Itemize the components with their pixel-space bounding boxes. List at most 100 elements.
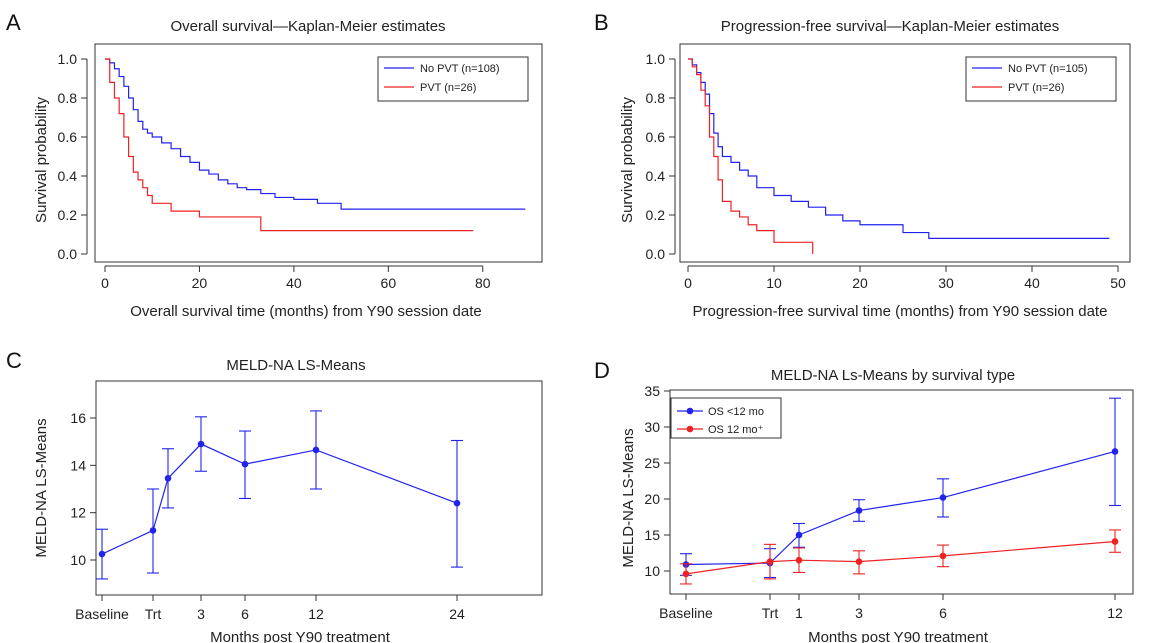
x-tick-label: 3 — [197, 606, 205, 622]
y-tick-label: 15 — [644, 527, 660, 543]
x-tick-label: 40 — [1024, 275, 1040, 291]
y-tick-label: 0.0 — [646, 246, 666, 262]
panel-a-series — [105, 58, 526, 232]
panel-c-x-axis-label: Months post Y90 treatment — [210, 629, 391, 643]
y-tick-label: 0.4 — [58, 168, 78, 184]
y-tick-label: 0.2 — [58, 207, 78, 223]
mean-point — [453, 499, 461, 507]
y-tick-label: 0.0 — [58, 246, 78, 262]
x-tick-label: Trt — [145, 606, 162, 622]
y-tick-label: 20 — [644, 491, 660, 507]
x-tick-label: 10 — [766, 275, 782, 291]
y-tick-label: 0.6 — [58, 129, 78, 145]
legend-entry-label: No PVT (n=105) — [1008, 63, 1088, 75]
x-tick-label: 12 — [308, 606, 324, 622]
panel-b-legend: No PVT (n=105) PVT (n=26) — [965, 56, 1117, 102]
panel-a-x-axis-label: Overall survival time (months) from Y90 … — [130, 303, 482, 320]
x-tick-label: Baseline — [659, 605, 713, 621]
panel-c: C MELD-NA LS-Means Months post Y90 treat… — [6, 348, 543, 643]
panel-d-title: MELD-NA Ls-Means by survival type — [771, 367, 1015, 384]
y-tick-label: 1.0 — [58, 51, 78, 67]
mean-point — [795, 531, 803, 539]
mean-point — [241, 460, 249, 468]
panel-b-title: Progression-free survival—Kaplan-Meier e… — [721, 18, 1059, 35]
x-tick-label: 30 — [938, 275, 954, 291]
panel-d-axes: 10 15 20 25 30 35 Baseline Trt 1 3 6 12 — [644, 383, 1134, 621]
x-tick-label: 6 — [939, 605, 947, 621]
panel-d: D MELD-NA Ls-Means by survival type Mont… — [594, 358, 1134, 643]
legend-entry-label: OS 12 mo⁺ — [708, 424, 764, 436]
mean-point — [795, 556, 803, 564]
mean-point — [1111, 538, 1119, 545]
x-tick-label: 24 — [449, 606, 465, 622]
mean-point — [197, 440, 205, 448]
y-tick-label: 0.8 — [58, 90, 78, 106]
panel-a-letter: A — [6, 10, 21, 35]
y-tick-label: 0.8 — [646, 90, 666, 106]
legend-marker — [686, 425, 694, 433]
panel-c-series — [96, 410, 463, 580]
km-curve-no-pvt — [105, 58, 526, 210]
panel-c-axes: 10 12 14 16 Baseline Trt 3 6 12 24 — [70, 380, 543, 622]
panel-c-title: MELD-NA LS-Means — [226, 357, 365, 374]
mean-point — [1111, 448, 1119, 455]
mean-point — [312, 446, 320, 454]
x-tick-label: 0 — [101, 275, 109, 291]
mean-line-1 — [101, 443, 458, 555]
mean-point — [149, 527, 157, 534]
x-tick-label: 3 — [855, 605, 863, 621]
panel-a-axes: 0.0 0.2 0.4 0.6 0.8 1.0 0 20 40 60 80 — [58, 43, 543, 291]
mean-point — [855, 558, 863, 565]
x-tick-label: 60 — [381, 275, 397, 291]
y-tick-label: 25 — [644, 455, 660, 471]
y-tick-label: 10 — [644, 563, 660, 579]
y-tick-label: 0.6 — [646, 129, 666, 145]
x-tick-label: 1 — [795, 605, 803, 621]
plot-frame — [95, 380, 543, 596]
y-tick-label: 12 — [70, 505, 86, 521]
plot-frame — [94, 43, 543, 263]
x-tick-label: 0 — [684, 275, 692, 291]
legend-entry-label: PVT (n=26) — [1008, 82, 1064, 94]
mean-point — [855, 507, 863, 514]
legend-box — [965, 56, 1117, 102]
panel-b-axes: 0.0 0.2 0.4 0.6 0.8 1.0 0 10 20 30 40 50 — [646, 43, 1131, 291]
y-tick-label: 0.2 — [646, 207, 666, 223]
x-tick-label: 6 — [241, 606, 249, 622]
mean-point — [766, 558, 774, 565]
panel-a-title: Overall survival—Kaplan-Meier estimates — [170, 18, 445, 35]
km-curve-pvt — [688, 58, 814, 254]
y-tick-label: 16 — [70, 410, 86, 426]
panel-b-series — [688, 58, 1110, 254]
plot-frame — [669, 389, 1134, 595]
mean-point — [682, 570, 690, 578]
y-tick-label: 1.0 — [646, 51, 666, 67]
x-tick-label: 20 — [192, 275, 208, 291]
panel-b: B Progression-free survival—Kaplan-Meier… — [594, 10, 1131, 320]
panel-a-y-axis-label: Survival probability — [33, 97, 50, 223]
mean-line-1 — [685, 450, 1116, 566]
y-tick-label: 14 — [70, 457, 86, 473]
panel-b-letter: B — [594, 10, 609, 35]
legend-entry-label: No PVT (n=108) — [420, 63, 500, 75]
x-tick-label: 20 — [852, 275, 868, 291]
x-tick-label: 80 — [475, 275, 491, 291]
plot-frame — [679, 43, 1131, 263]
x-tick-label: 12 — [1107, 605, 1123, 621]
mean-point — [98, 550, 106, 558]
panel-d-y-axis-label: MELD-NA LS-Means — [620, 428, 637, 567]
legend-box — [377, 56, 529, 102]
legend-entry-label: OS <12 mo — [708, 406, 764, 418]
y-tick-label: 0.4 — [646, 168, 666, 184]
panel-b-y-axis-label: Survival probability — [619, 97, 636, 223]
y-tick-label: 30 — [644, 419, 660, 435]
panel-a: A Overall survival—Kaplan-Meier estimate… — [6, 10, 543, 320]
legend-entry-label: PVT (n=26) — [420, 82, 476, 94]
panel-c-letter: C — [6, 348, 22, 373]
km-curve-no-pvt — [688, 58, 1110, 239]
mean-point — [164, 475, 172, 482]
panel-d-letter: D — [594, 358, 610, 383]
panel-d-series — [680, 397, 1121, 585]
panel-d-x-axis-label: Months post Y90 treatment — [808, 629, 989, 643]
panel-a-legend: No PVT (n=108) PVT (n=26) — [377, 56, 529, 102]
